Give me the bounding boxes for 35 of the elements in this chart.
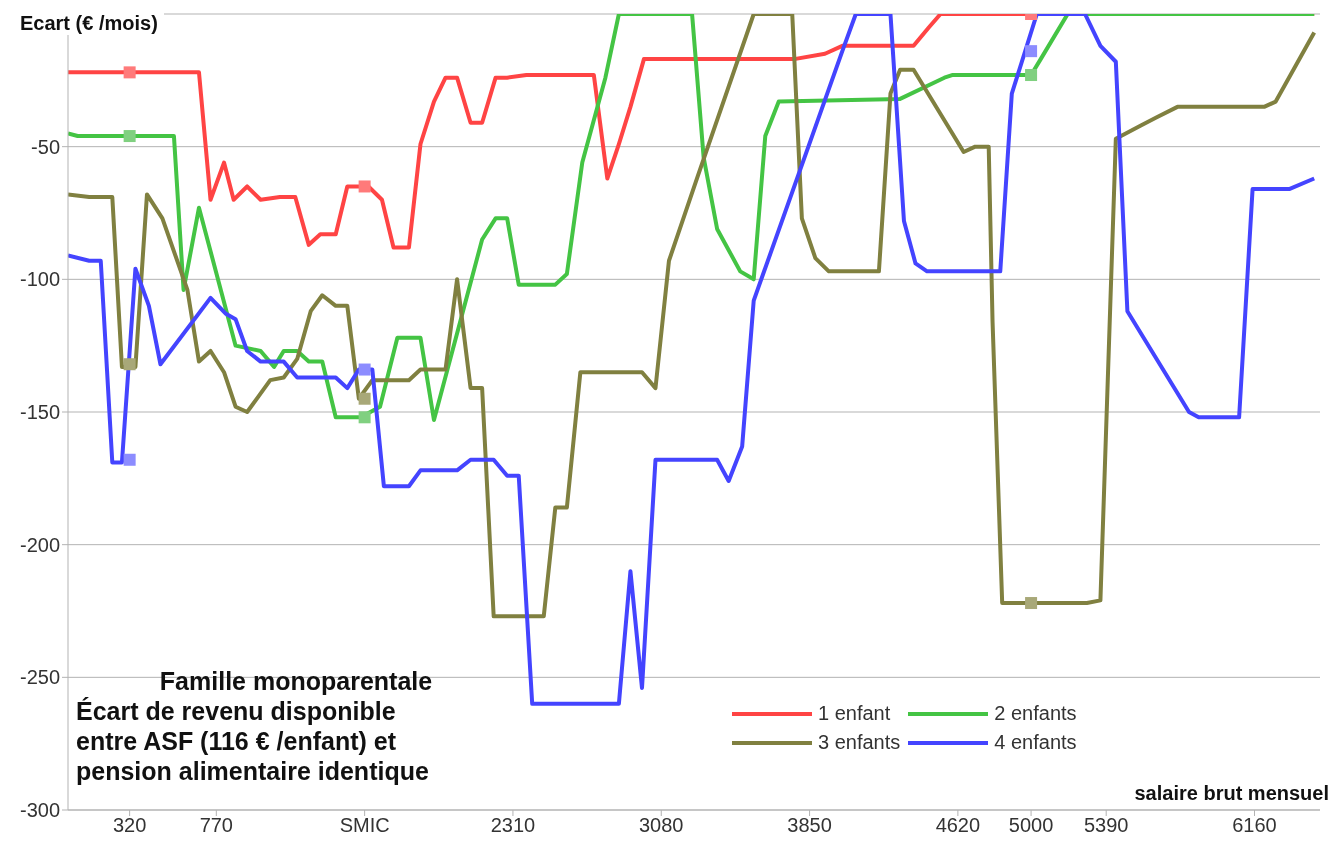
x-axis-title: salaire brut mensuel bbox=[1134, 782, 1329, 805]
point bbox=[358, 411, 371, 424]
y-tick-label: -200 bbox=[19, 533, 60, 556]
x-tick-label: 5390 bbox=[1083, 814, 1129, 837]
x-tick-label: 3080 bbox=[639, 814, 684, 837]
x-tick-label: 2310 bbox=[490, 814, 536, 837]
point bbox=[1025, 69, 1038, 82]
y-tick-label: -250 bbox=[19, 666, 60, 689]
point bbox=[1025, 45, 1038, 58]
x-tick-label: 320 bbox=[112, 814, 147, 837]
point bbox=[1025, 597, 1038, 610]
line-series bbox=[68, 14, 1317, 422]
legend-label: 4 enfants bbox=[994, 731, 1077, 754]
x-tick-label: 4620 bbox=[935, 814, 981, 837]
x-tick-label: 770 bbox=[199, 814, 233, 837]
point bbox=[123, 66, 136, 79]
y-tick-label: -300 bbox=[19, 799, 60, 822]
point bbox=[358, 363, 371, 376]
legend-label: 2 enfants bbox=[994, 702, 1077, 725]
point bbox=[358, 392, 371, 405]
legend-label: 1 enfant bbox=[818, 702, 891, 725]
x-tick-label: 6160 bbox=[1232, 814, 1277, 837]
text: Famille monoparentale Écart de revenu disponible entre ASF (116 € /enfant) et pension alimentaire identique bbox=[76, 666, 434, 786]
y-tick-label: -50 bbox=[31, 135, 60, 158]
x-tick-label: SMIC bbox=[339, 814, 390, 837]
point bbox=[123, 130, 136, 143]
y-axis-title: Ecart (€ /mois) bbox=[20, 12, 164, 35]
legend-label: 3 enfants bbox=[818, 731, 901, 754]
x-tick-label: 3850 bbox=[787, 814, 832, 837]
y-tick-label: -100 bbox=[19, 268, 60, 291]
point bbox=[123, 453, 136, 466]
y-tick-label: -150 bbox=[19, 401, 60, 424]
point bbox=[358, 180, 371, 193]
x-tick-label: 5000 bbox=[1008, 814, 1054, 837]
point bbox=[123, 358, 136, 371]
